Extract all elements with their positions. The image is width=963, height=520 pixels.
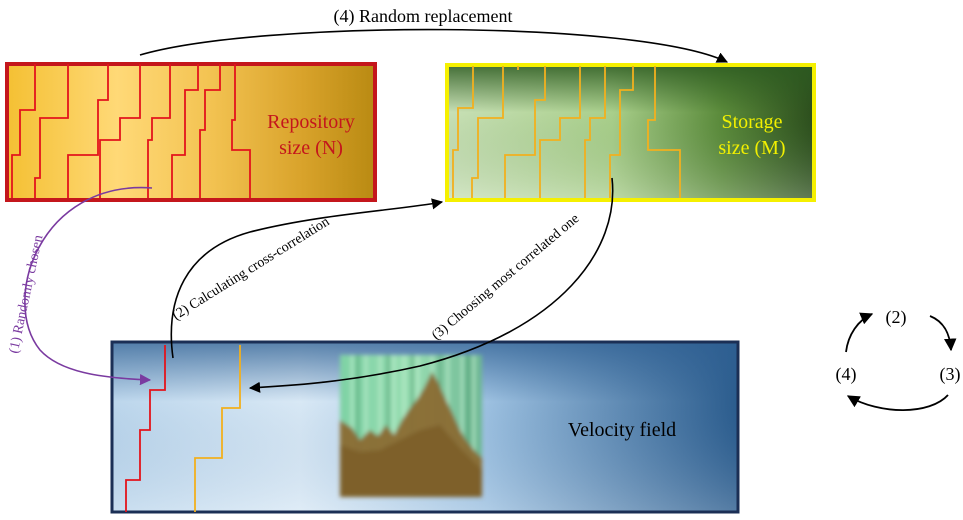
repository-traces: [11, 64, 251, 198]
repository-box: Repository size (N): [5, 62, 377, 202]
repository-label-line2: size (N): [279, 137, 343, 159]
cycle-diagram: (2) (3) (4): [836, 307, 961, 411]
most-correlated-arrow: [248, 177, 614, 393]
storage-label-line2: size (M): [718, 137, 785, 159]
selected-trace-orange: [194, 345, 241, 512]
selected-trace-red: [125, 345, 166, 512]
cycle-arrow-3-4: [846, 394, 949, 411]
cycle-arrow-2-3: [929, 315, 957, 352]
cross-correlation-label: (2) Calculating cross-correlation: [170, 214, 332, 323]
repository-label-line1: Repository: [267, 111, 355, 133]
velocity-traces: [125, 345, 241, 512]
storage-label-line1: Storage: [721, 111, 782, 133]
cycle-label-2: (2): [886, 307, 907, 328]
cycle-arrow-4-2: [845, 312, 874, 353]
storage-box: Storage size (M): [445, 63, 816, 202]
cycle-label-4: (4): [836, 364, 857, 385]
velocity-field-box: Velocity field: [110, 340, 740, 514]
cycle-label-3: (3): [940, 364, 961, 385]
storage-traces: [452, 66, 681, 198]
velocity-field-label: Velocity field: [568, 419, 676, 441]
random-replacement-label: (4) Random replacement: [334, 6, 513, 27]
random-replacement-arrow: [139, 28, 729, 63]
randomly-chosen-arrow: [24, 187, 153, 386]
velocity-patch-image: [340, 355, 482, 497]
cross-correlation-arrow: [170, 198, 444, 359]
randomly-chosen-label: (1) Randomly chosen: [7, 234, 47, 355]
most-correlated-label: (3) Choosing most correlated one: [429, 211, 582, 343]
